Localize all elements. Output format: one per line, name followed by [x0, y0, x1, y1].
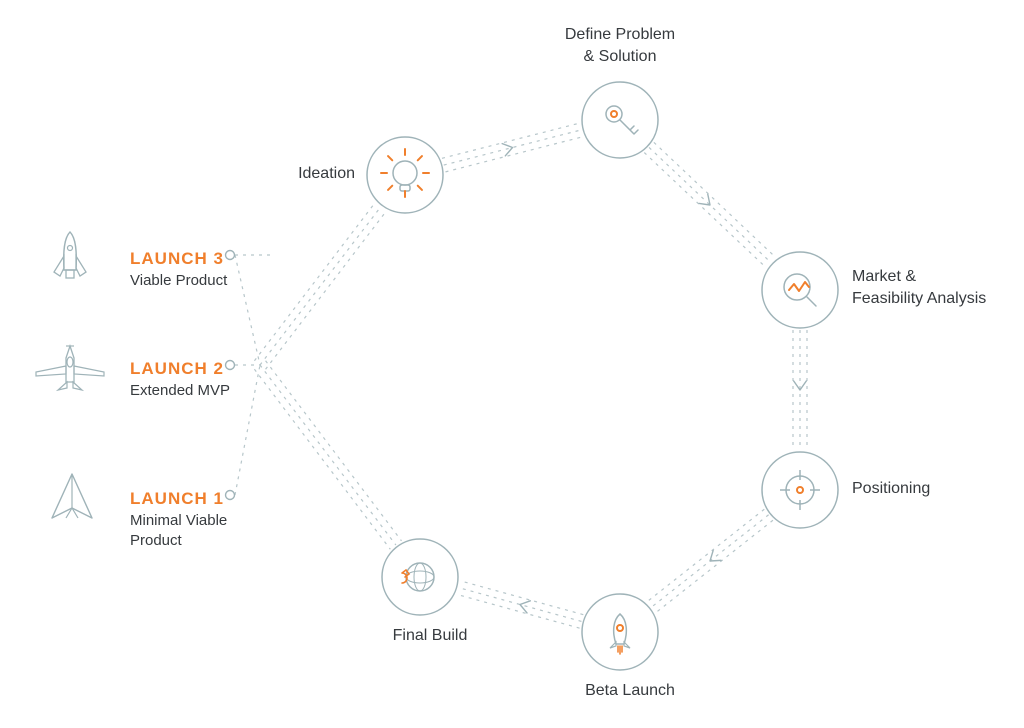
label-define: Define Problem& Solution [550, 24, 690, 67]
label-beta: Beta Launch [560, 680, 700, 702]
label-market: Market &Feasibility Analysis [852, 266, 986, 309]
text-launch1: LAUNCH 1Minimal ViableProduct [130, 488, 227, 551]
hub-lane [260, 207, 381, 365]
edge-define-market [644, 142, 775, 267]
hub-lane [260, 365, 396, 545]
hub-lane [266, 211, 387, 369]
paperplane-icon [52, 474, 92, 518]
plane-icon [36, 346, 104, 390]
node-finalbuild [382, 539, 458, 615]
label-positioning: Positioning [852, 478, 930, 500]
edge-market-positioning [793, 330, 807, 450]
hub-lane [254, 203, 375, 361]
node-positioning [762, 452, 838, 528]
text-launch2: LAUNCH 2Extended MVP [130, 358, 230, 401]
label-finalbuild: Final Build [360, 625, 500, 647]
feeder-launch1 [235, 365, 260, 495]
feeder-launch3 [235, 255, 260, 365]
edge-ideation-define [442, 123, 583, 172]
label-ideation: Ideation [275, 163, 355, 185]
shuttle-icon [54, 232, 86, 278]
edge-beta-finalbuild [457, 581, 584, 628]
hub-lane [266, 361, 402, 541]
text-launch3: LAUNCH 3Viable Product [130, 248, 227, 291]
edge-positioning-beta [647, 509, 773, 612]
hub-lane [254, 369, 390, 549]
